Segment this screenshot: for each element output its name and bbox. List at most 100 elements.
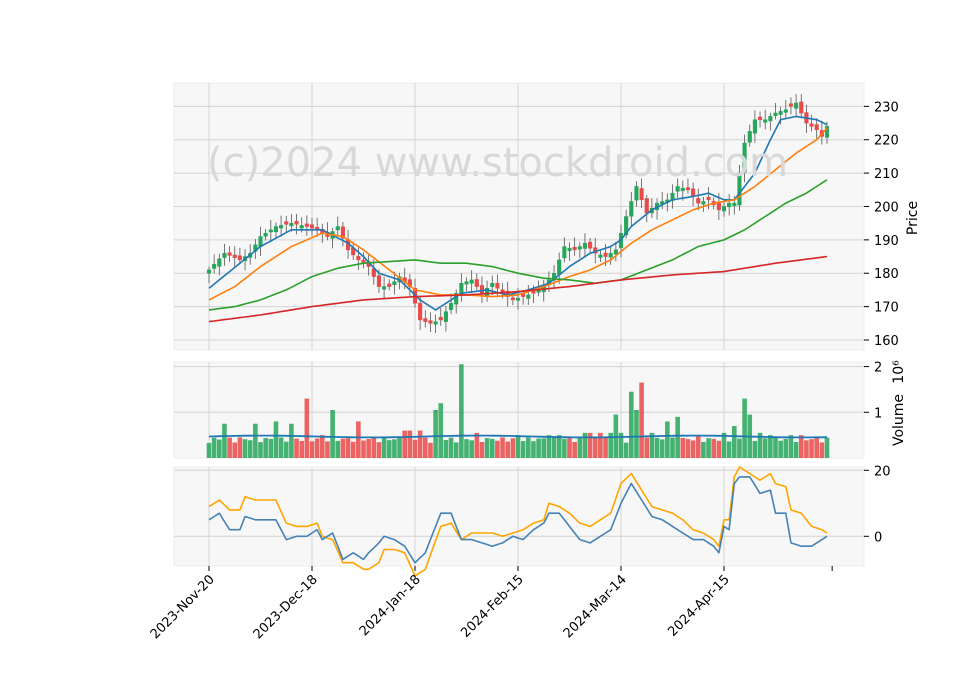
candle-body <box>773 112 778 116</box>
volume-ma-line <box>208 434 828 439</box>
x-tick-label: 2024-Apr-15 <box>665 572 732 639</box>
price-y-tick-label: 170 <box>874 301 899 316</box>
volume-bar <box>623 442 629 458</box>
volume-bar <box>721 432 727 458</box>
volume-bar <box>366 439 371 458</box>
volume-bar <box>572 441 577 458</box>
candle-body <box>428 320 433 324</box>
volume-bar <box>263 438 268 458</box>
volume-bar <box>793 441 799 458</box>
candle-body <box>685 187 691 191</box>
volume-bar <box>309 441 315 458</box>
volume-bar <box>273 421 279 458</box>
volume-bar <box>809 439 814 458</box>
volume-bar <box>634 410 639 458</box>
volume-bar <box>283 441 289 458</box>
candle-body <box>747 131 752 143</box>
candle-body <box>474 279 479 287</box>
volume-bar <box>644 437 650 458</box>
volume-bar <box>587 432 593 458</box>
candle-body <box>634 186 639 201</box>
volume-bar <box>814 437 820 458</box>
ma-mid-line <box>208 127 828 301</box>
volume-bar <box>773 437 778 458</box>
candle-body <box>469 279 474 284</box>
volume-bar <box>397 437 402 458</box>
volume-bar <box>536 438 541 458</box>
volume-bar <box>438 403 444 458</box>
price-y-tick-label: 160 <box>874 334 899 349</box>
candle-body <box>639 188 644 201</box>
osc-y-tick-label: 20 <box>874 464 891 479</box>
candle-body <box>232 254 237 258</box>
volume-bar <box>448 437 454 458</box>
volume-bar <box>345 438 351 458</box>
candle-body <box>227 252 232 256</box>
volume-bar <box>356 421 361 458</box>
volume-bar <box>562 438 567 458</box>
candle-body <box>448 303 454 310</box>
candle-body <box>613 249 618 255</box>
candle-body <box>727 202 732 208</box>
candle-body <box>562 246 567 259</box>
volume-bar <box>386 440 392 458</box>
volume-bar <box>464 439 469 458</box>
candle-body <box>732 202 737 207</box>
candle-body <box>624 216 629 236</box>
volume-bar <box>649 432 655 458</box>
price-y-tick-label: 180 <box>874 267 899 282</box>
volume-bar <box>778 440 783 458</box>
volume-bar <box>515 435 521 458</box>
candle-body <box>222 252 227 258</box>
candle-body <box>335 226 340 231</box>
candle-body <box>716 202 721 211</box>
price-panel: 160 170 180 190 200 210 220 230 <box>173 82 899 351</box>
volume-bar <box>294 438 299 458</box>
candle-body <box>289 222 294 227</box>
candle-body <box>567 247 572 252</box>
volume-bar <box>392 439 397 458</box>
candle-body <box>309 224 315 229</box>
oscillator-panel: 0 20 <box>173 464 891 577</box>
volume-bar <box>407 430 413 458</box>
price-background <box>173 82 865 351</box>
candle-body <box>706 196 711 201</box>
candle-body <box>464 281 469 285</box>
candle-body <box>382 286 387 290</box>
volume-bar <box>690 440 696 458</box>
candle-body <box>794 102 799 109</box>
volume-bar <box>381 437 387 458</box>
volume-bar <box>670 437 675 458</box>
candle-body <box>392 281 397 286</box>
volume-bar <box>428 442 433 458</box>
candle-body <box>485 288 490 296</box>
volume-bar <box>253 423 258 458</box>
volume-bar <box>222 423 227 458</box>
volume-bar <box>711 438 717 458</box>
x-tick-label: 2023-Dec-18 <box>251 572 321 642</box>
candle-body <box>814 124 819 130</box>
volume-bar <box>680 437 686 458</box>
volume-panel: 12 <box>173 361 882 459</box>
volume-bar <box>258 442 263 458</box>
oscillator-background <box>173 466 865 567</box>
candle-body <box>763 119 768 123</box>
volume-bar <box>330 410 335 458</box>
volume-bar <box>675 416 680 458</box>
volume-bar <box>299 440 305 458</box>
osc-slow-line <box>208 466 828 577</box>
candle-body <box>273 226 279 233</box>
volume-bar <box>716 440 722 458</box>
candle-body <box>510 297 515 301</box>
ma-long-line <box>208 255 828 323</box>
volume-bar <box>206 442 212 458</box>
volume-bar <box>304 398 310 458</box>
candle-body <box>572 246 577 251</box>
candle-body <box>495 282 500 289</box>
candle-body <box>696 198 701 204</box>
volume-bar <box>335 440 341 458</box>
candle-body <box>217 258 222 267</box>
volume-bar <box>742 398 747 458</box>
candle-body <box>376 275 382 287</box>
